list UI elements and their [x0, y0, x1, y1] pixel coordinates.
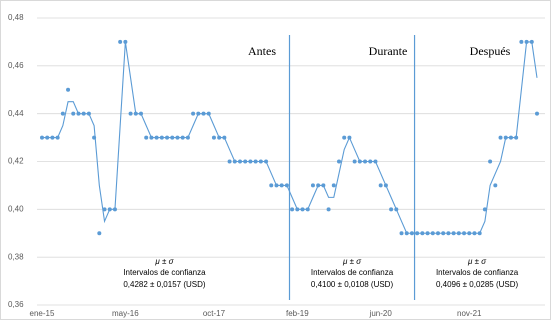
- period-label: Intervalos de confianza: [436, 268, 519, 277]
- period-value: 0,4096 ± 0,0285 (USD): [436, 280, 519, 289]
- y-tick-label: 0,48: [8, 13, 24, 22]
- data-point: [331, 183, 336, 188]
- data-point: [493, 183, 498, 188]
- data-point: [378, 183, 383, 188]
- data-point: [66, 87, 71, 92]
- data-point: [337, 159, 341, 164]
- period-name: Después: [470, 44, 511, 58]
- data-point: [97, 231, 102, 236]
- data-point: [399, 231, 404, 236]
- period-value: 0,4100 ± 0,0108 (USD): [311, 280, 394, 289]
- period-stat: μ ± σ: [467, 257, 487, 266]
- x-tick-label: feb-19: [286, 309, 309, 318]
- y-tick-label: 0,44: [8, 109, 24, 118]
- y-tick-label: 0,38: [8, 252, 24, 261]
- data-point: [290, 207, 295, 212]
- x-tick-label: ene-15: [30, 309, 55, 318]
- data-point: [269, 183, 274, 188]
- trend-line: [42, 41, 538, 234]
- data-point: [102, 207, 107, 212]
- x-tick-label: jun-20: [369, 309, 393, 318]
- y-tick-label: 0,36: [8, 300, 24, 309]
- data-point: [211, 135, 216, 140]
- data-point: [342, 135, 347, 140]
- data-point: [498, 135, 503, 140]
- data-point: [310, 183, 315, 188]
- data-point: [482, 207, 487, 212]
- x-tick-label: oct-17: [203, 309, 226, 318]
- data-point: [352, 159, 357, 164]
- y-tick-label: 0,46: [8, 61, 24, 70]
- data-point: [488, 159, 493, 164]
- period-stat: μ ± σ: [342, 257, 362, 266]
- y-tick-label: 0,40: [8, 204, 24, 213]
- data-point: [118, 39, 123, 44]
- period-value: 0,4282 ± 0,0157 (USD): [123, 280, 206, 289]
- period-stat: μ ± σ: [154, 257, 174, 266]
- data-point: [144, 135, 149, 140]
- x-tick-label: nov-21: [457, 309, 482, 318]
- period-name: Antes: [248, 44, 276, 58]
- data-point: [128, 111, 133, 116]
- data-point: [389, 207, 394, 212]
- data-point: [60, 111, 65, 116]
- period-name: Durante: [369, 44, 408, 58]
- data-point: [519, 39, 524, 44]
- y-tick-label: 0,42: [8, 157, 24, 166]
- data-point: [535, 111, 539, 116]
- data-point: [227, 159, 232, 164]
- data-point: [71, 111, 76, 116]
- data-point: [191, 111, 196, 116]
- x-tick-label: may-16: [112, 309, 139, 318]
- period-label: Intervalos de confianza: [123, 268, 206, 277]
- period-label: Intervalos de confianza: [311, 268, 394, 277]
- data-point: [326, 207, 331, 212]
